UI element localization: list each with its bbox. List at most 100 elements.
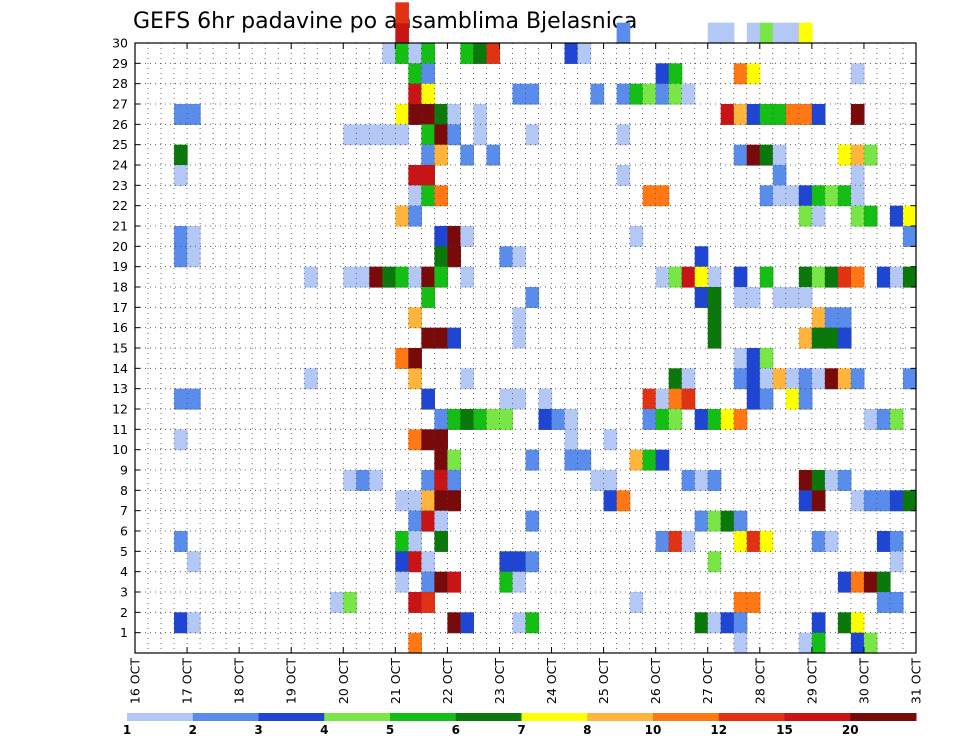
heatmap-cell (187, 246, 201, 268)
heatmap-cell (460, 368, 475, 390)
heatmap-cell (408, 165, 422, 186)
heatmap-cell (447, 226, 462, 247)
heatmap-cell (616, 165, 631, 186)
heatmap-cell (564, 429, 579, 451)
heatmap-cell (616, 124, 631, 146)
heatmap-cell (356, 124, 370, 146)
heatmap-cell (811, 531, 826, 552)
heatmap-cell (811, 185, 826, 207)
heatmap-cell (798, 388, 813, 410)
heatmap-cell (174, 388, 188, 410)
colorbar-label: 6 (452, 723, 460, 737)
heatmap-cell (902, 490, 917, 512)
heatmap-cell (811, 470, 826, 491)
heatmap-cell (447, 327, 462, 349)
heatmap-cell (733, 348, 748, 369)
x-tick-label: 16 OCT (128, 658, 143, 704)
colorbar-swatch (718, 713, 785, 721)
heatmap-cell (395, 104, 409, 125)
heatmap-cell (759, 388, 774, 410)
heatmap-cell (668, 266, 683, 288)
heatmap-cell (629, 226, 644, 247)
heatmap-cell (902, 205, 917, 227)
colorbar-label: 4 (320, 723, 328, 737)
heatmap-cell (655, 388, 670, 410)
heatmap-cell (499, 246, 514, 268)
heatmap-cell (395, 43, 409, 64)
heatmap-cell (668, 83, 683, 105)
heatmap-cell (564, 43, 579, 64)
heatmap-cell (889, 531, 904, 552)
x-tick-label: 17 OCT (180, 658, 195, 704)
heatmap-cell (668, 63, 683, 85)
heatmap-cell (577, 43, 592, 64)
heatmap-cell (421, 429, 435, 451)
heatmap-cell (863, 205, 878, 227)
heatmap-cell (902, 266, 917, 288)
heatmap-cell (733, 592, 748, 613)
heatmap-cell (174, 531, 188, 552)
heatmap-cell (447, 246, 462, 268)
heatmap-cell (746, 531, 761, 552)
heatmap-cell (395, 124, 409, 146)
heatmap-cell (772, 165, 787, 186)
heatmap-cell (369, 470, 383, 491)
heatmap-cell (395, 22, 409, 44)
heatmap-cell (707, 510, 722, 532)
heatmap-cell (356, 266, 370, 288)
heatmap-cell (421, 104, 435, 125)
x-tick-label: 27 OCT (700, 658, 715, 704)
heatmap-cell (421, 388, 435, 410)
heatmap-cell (837, 185, 852, 207)
heatmap-cell (369, 124, 383, 146)
heatmap-cell (785, 185, 800, 207)
heatmap-cell (733, 287, 748, 308)
heatmap-cell (811, 612, 826, 634)
heatmap-cell (421, 490, 435, 512)
heatmap-cell (811, 632, 826, 654)
heatmap-cell (759, 531, 774, 552)
heatmap-cell (785, 104, 800, 125)
heatmap-cell (863, 490, 878, 512)
heatmap-cell (733, 63, 748, 85)
heatmap-cell (460, 43, 475, 64)
heatmap-cell (668, 409, 683, 430)
heatmap-cell (746, 287, 761, 308)
heatmap-cell (889, 490, 904, 512)
x-tick-label: 23 OCT (492, 658, 507, 704)
heatmap-cell (824, 307, 839, 329)
heatmap-cell (499, 571, 514, 593)
heatmap-cell (655, 531, 670, 552)
heatmap-cell (408, 368, 422, 390)
heatmap-cell (499, 388, 514, 410)
heatmap-cell (772, 287, 787, 308)
heatmap-cell (655, 409, 670, 430)
heatmap-cell (733, 368, 748, 390)
heatmap-cell (746, 592, 761, 613)
colorbar-label: 2 (189, 723, 197, 737)
heatmap-cell (850, 571, 865, 593)
heatmap-cell (538, 388, 553, 410)
heatmap-cell (785, 22, 800, 44)
y-tick-label: 7 (120, 503, 128, 518)
heatmap-cell (512, 612, 527, 634)
heatmap-cell (707, 266, 722, 288)
heatmap-cell (174, 226, 188, 247)
heatmap-cell (681, 470, 696, 491)
heatmap-cell (434, 226, 448, 247)
heatmap-cell (629, 592, 644, 613)
heatmap-cell (733, 266, 748, 288)
heatmap-cell (421, 470, 435, 491)
heatmap-cell (395, 571, 409, 593)
heatmap-cell (174, 165, 188, 186)
heatmap-cell (681, 368, 696, 390)
heatmap-cell (850, 63, 865, 85)
colorbar-swatch (850, 713, 917, 721)
heatmap-cell (668, 368, 683, 390)
heatmap-cell (707, 470, 722, 491)
heatmap-cell (863, 144, 878, 166)
heatmap-cell (421, 327, 435, 349)
heatmap-cell (772, 104, 787, 125)
heatmap-cell (447, 124, 462, 146)
